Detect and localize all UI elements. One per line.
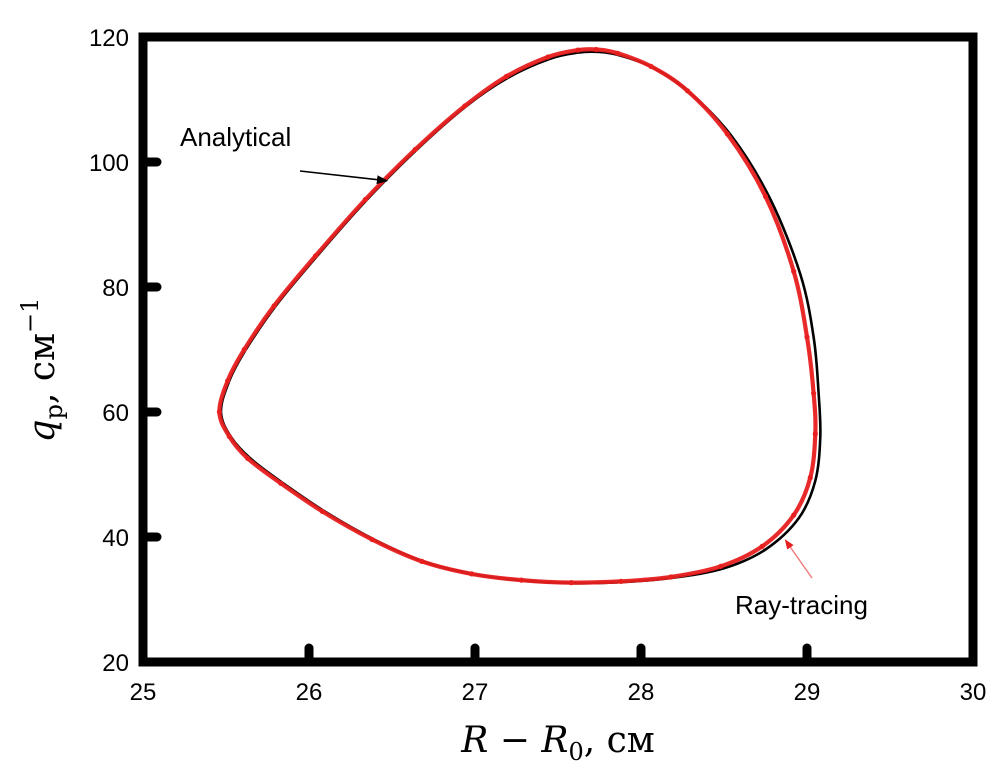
y-axis-title-sub: p	[40, 404, 68, 419]
y-axis-title: qp, см−1	[16, 298, 68, 443]
y-tick-label: 120	[89, 25, 129, 52]
y-axis-title-unit: , см	[22, 333, 63, 404]
y-tick-label: 40	[102, 525, 129, 552]
series-ray-tracing-point	[226, 433, 232, 439]
x-axis-title-sub: 0	[568, 738, 583, 766]
x-tick-label: 25	[130, 679, 157, 706]
series-ray-tracing-point	[568, 580, 574, 586]
tick-labels: 25 26 27 28 29 30 20 40 60 80 100 120	[89, 25, 986, 706]
series-ray-tracing-point	[503, 73, 510, 79]
series-ray-tracing-point	[241, 346, 247, 353]
series-ray-tracing-point	[791, 512, 797, 518]
plot-frame	[138, 32, 978, 667]
x-tick-label: 28	[628, 679, 655, 706]
ticks	[138, 157, 812, 667]
series-ray-tracing-point	[362, 196, 368, 203]
series-ray-tracing-point	[791, 268, 797, 274]
series-ray-tracing-point	[216, 409, 222, 415]
series-ray-tracing-point	[545, 54, 551, 60]
series-ray-tracing-point	[684, 88, 691, 94]
series-ray-tracing-point	[668, 574, 674, 580]
series-ray-tracing-point	[469, 571, 475, 577]
x-axis-title-main: R − R	[460, 720, 568, 761]
series-ray-tracing-point	[648, 63, 654, 69]
series-ray-tracing-point	[575, 47, 581, 53]
x-tick-label: 27	[462, 679, 489, 706]
series-ray-tracing-point	[593, 46, 599, 53]
series-ray-tracing-point	[618, 578, 624, 585]
series-ray-tracing-point	[615, 50, 621, 56]
series-ray-tracing-point	[462, 103, 468, 109]
x-axis-title-unit: , см	[584, 720, 655, 761]
series-ray-tracing-point	[518, 577, 525, 583]
series-ray-tracing-point	[811, 390, 817, 396]
y-tick-label: 80	[102, 275, 129, 302]
y-axis-title-sup: −1	[16, 298, 44, 333]
series-ray-tracing-point	[812, 431, 818, 437]
series-ray-tracing-point	[319, 508, 325, 514]
series-ray-tracing-line	[217, 47, 818, 585]
annotation-analytical-label: Analytical	[180, 122, 291, 152]
series-ray-tracing-point	[419, 558, 425, 565]
series-ray-tracing-point	[412, 146, 418, 153]
series-ray-tracing-point	[245, 455, 251, 461]
annotation-ray-tracing-arrow	[784, 539, 813, 579]
series-layer	[216, 46, 822, 586]
y-tick-label: 60	[102, 400, 129, 427]
series-ray-tracing-point	[762, 193, 769, 199]
series-ray-tracing-point	[313, 253, 319, 259]
series-ray-tracing-point	[718, 563, 724, 570]
series-ray-tracing-point	[759, 543, 765, 550]
y-axis-title-main: q	[22, 419, 63, 442]
series-ray-tracing-point	[369, 536, 375, 543]
series-ray-tracing-point	[807, 475, 813, 481]
series-ray-tracing-point	[225, 378, 231, 384]
series-ray-tracing-point	[278, 480, 284, 486]
y-tick-label: 20	[102, 650, 129, 677]
series-ray-tracing-point	[804, 334, 810, 340]
annotation-analytical-arrow	[299, 170, 389, 185]
x-tick-label: 29	[794, 679, 821, 706]
y-tick-label: 100	[89, 150, 129, 177]
series-ray-tracing-point	[724, 131, 730, 137]
x-tick-label: 26	[296, 679, 323, 706]
annotation-ray-tracing-label: Ray-tracing	[735, 590, 868, 620]
x-tick-label: 30	[960, 679, 987, 706]
series-ray-tracing-point	[271, 303, 277, 309]
x-axis-title: R − R0, см	[460, 720, 655, 766]
